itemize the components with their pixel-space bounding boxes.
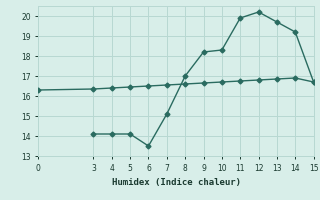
X-axis label: Humidex (Indice chaleur): Humidex (Indice chaleur) — [111, 178, 241, 187]
